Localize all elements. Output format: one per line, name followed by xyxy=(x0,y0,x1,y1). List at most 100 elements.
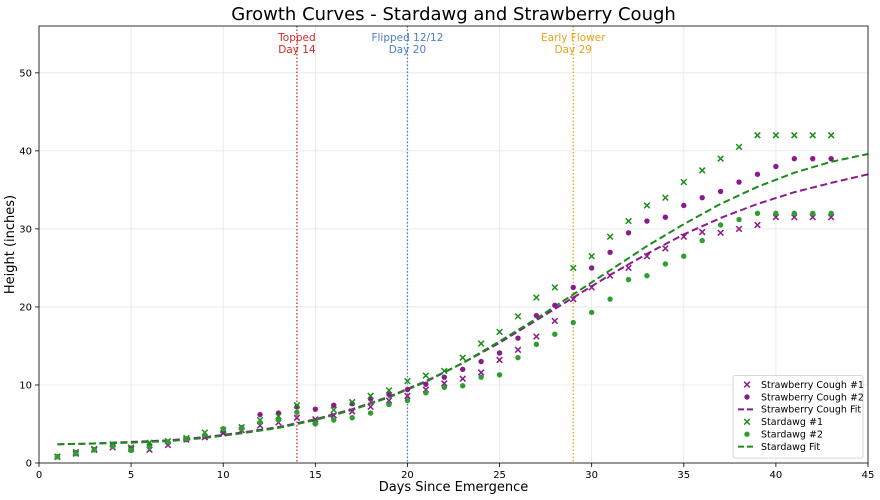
annotation-label: Day 14 xyxy=(278,44,316,56)
circle-marker-point xyxy=(423,390,429,396)
x-marker-point xyxy=(643,202,651,209)
x-marker-point xyxy=(385,397,393,404)
circle-marker-point xyxy=(478,374,484,380)
x-marker-point xyxy=(477,369,485,376)
circle-marker-point xyxy=(275,417,282,423)
circle-marker-point xyxy=(717,188,724,195)
x-tick-label: 20 xyxy=(401,470,414,481)
legend-box xyxy=(732,375,864,459)
x-marker-point xyxy=(348,398,356,406)
x-marker-point xyxy=(422,372,430,379)
x-tick-label: 5 xyxy=(128,470,134,481)
x-marker-point xyxy=(496,328,503,336)
circle-marker-point xyxy=(386,401,392,408)
circle-marker-point xyxy=(441,384,447,391)
circle-marker-point xyxy=(681,253,687,259)
circle-marker-point xyxy=(109,443,116,450)
circle-marker-point xyxy=(662,214,669,220)
legend-entry-label: Strawberry Cough Fit xyxy=(761,405,861,416)
x-marker-point xyxy=(827,131,835,139)
circle-marker-point xyxy=(257,411,263,418)
data-markers xyxy=(54,131,835,461)
chart-title: Growth Curves - Stardawg and Strawberry … xyxy=(231,4,676,25)
x-marker-point xyxy=(514,346,522,354)
circle-marker-point xyxy=(257,419,263,426)
x-tick-label: 25 xyxy=(493,470,506,481)
fit-line xyxy=(57,173,869,446)
circle-marker-point xyxy=(791,210,798,216)
x-marker-point xyxy=(459,354,467,361)
x-marker-point xyxy=(790,131,798,139)
circle-marker-point xyxy=(533,341,540,348)
circle-marker-point xyxy=(625,276,632,283)
circle-marker-point xyxy=(73,450,79,457)
x-tick-label: 45 xyxy=(862,470,875,481)
circle-marker-point xyxy=(331,417,337,423)
x-marker-point xyxy=(643,252,651,260)
annotation-label: Early Flower xyxy=(541,32,606,44)
axis-ticks: 0 5 10 15 20 25 30 35 40 45 0 10 20 30 40 50 xyxy=(19,68,874,481)
x-tick-label: 30 xyxy=(585,470,598,481)
x-marker-point xyxy=(772,131,780,139)
circle-marker-point xyxy=(588,309,595,316)
circle-marker-point xyxy=(828,210,834,216)
circle-marker-point xyxy=(478,358,484,365)
circle-marker-point xyxy=(91,447,97,453)
x-marker-point xyxy=(367,392,374,400)
circle-marker-point xyxy=(736,216,742,223)
circle-marker-point xyxy=(496,372,503,378)
annotation-lines xyxy=(296,26,574,463)
annotation-label: Flipped 12/12 xyxy=(371,32,443,44)
x-tick-label: 35 xyxy=(677,470,690,481)
x-marker-point xyxy=(404,377,411,385)
legend-entry-label: Strawberry Cough #2 xyxy=(761,392,864,403)
circle-marker-point xyxy=(736,179,742,185)
annotation-label: Day 29 xyxy=(555,44,592,56)
x-marker-point xyxy=(588,284,595,291)
y-tick-label: 50 xyxy=(19,68,32,79)
y-tick-label: 40 xyxy=(19,146,32,157)
x-marker-point xyxy=(662,194,669,202)
plot-frame xyxy=(38,25,869,464)
circle-marker-point xyxy=(607,249,613,256)
x-marker-point xyxy=(606,272,614,280)
x-marker-point xyxy=(330,412,338,419)
legend-circle-swatch xyxy=(744,394,750,400)
circle-marker-point xyxy=(349,415,355,421)
x-marker-point xyxy=(293,401,301,409)
circle-marker-point xyxy=(460,383,466,389)
x-marker-point xyxy=(459,375,467,383)
x-marker-point xyxy=(680,233,688,241)
x-marker-point xyxy=(533,333,540,340)
circle-marker-point xyxy=(754,171,761,177)
circle-marker-point xyxy=(699,194,705,201)
circle-marker-point xyxy=(496,350,503,356)
x-marker-point xyxy=(348,408,356,415)
x-marker-point xyxy=(146,439,153,447)
circle-marker-point xyxy=(404,397,411,404)
x-marker-point xyxy=(293,414,301,422)
x-marker-point xyxy=(275,412,282,420)
x-marker-point xyxy=(790,213,798,221)
annotation-label: Topped xyxy=(277,32,316,44)
circle-marker-point xyxy=(681,202,687,209)
circle-marker-point xyxy=(810,155,816,162)
circle-marker-point xyxy=(810,210,816,216)
circle-marker-point xyxy=(404,386,411,393)
x-marker-point xyxy=(735,143,743,151)
circle-marker-point xyxy=(644,273,650,279)
circle-marker-point xyxy=(773,163,779,170)
circle-marker-point xyxy=(220,425,226,432)
circle-marker-point xyxy=(552,302,558,309)
circle-marker-point xyxy=(238,425,245,432)
x-marker-point xyxy=(569,264,577,272)
x-marker-point xyxy=(698,167,706,174)
x-marker-point xyxy=(312,415,319,423)
circle-marker-point xyxy=(588,265,595,271)
circle-marker-point xyxy=(202,432,208,438)
circle-marker-point xyxy=(570,319,576,326)
x-marker-point xyxy=(477,340,485,347)
circle-marker-point xyxy=(367,410,374,416)
